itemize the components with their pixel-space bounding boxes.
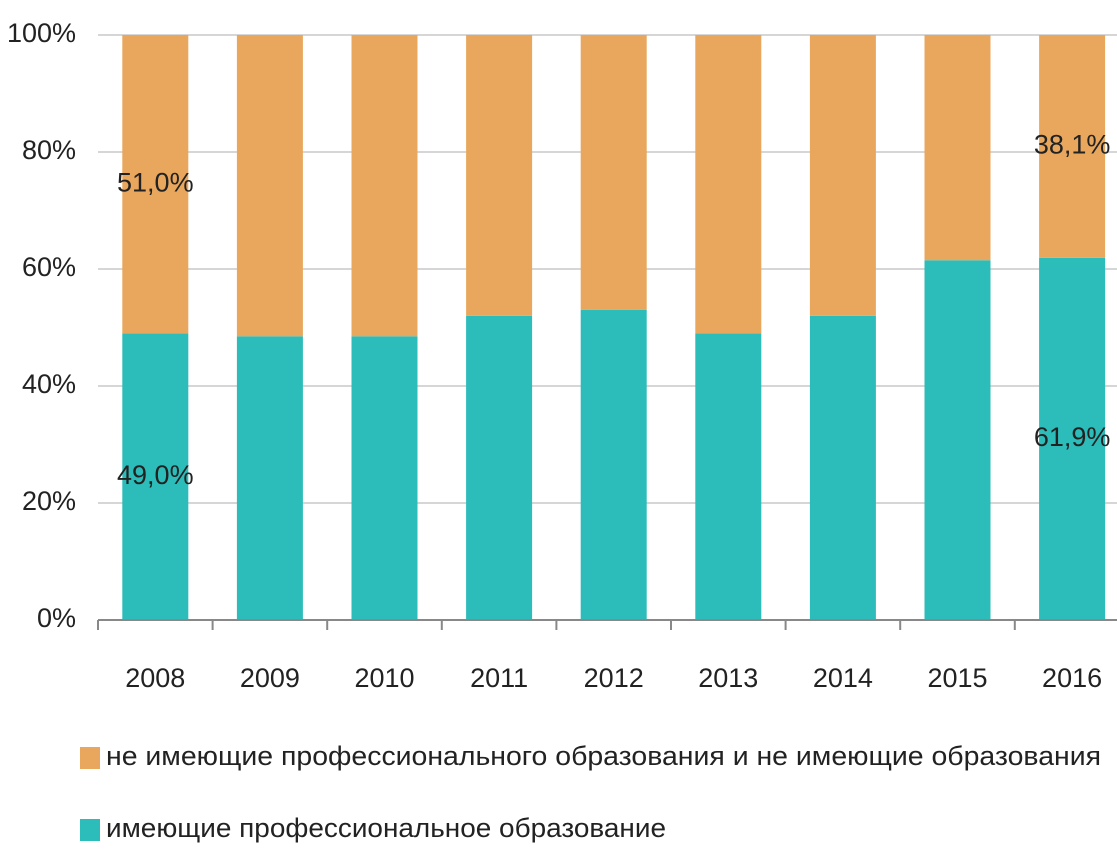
bar-segment <box>351 336 418 620</box>
bar-segment <box>924 35 991 261</box>
legend-swatch <box>80 747 100 769</box>
data-label: 38,1% <box>1034 130 1111 160</box>
x-tick-label: 2013 <box>698 663 758 693</box>
y-tick-label: 40% <box>22 369 76 399</box>
bar-segment <box>580 309 647 620</box>
bar-segment <box>1039 257 1106 620</box>
y-tick-label: 100% <box>7 18 76 48</box>
bar-segment <box>924 260 991 620</box>
bar-segment <box>809 35 876 316</box>
data-label: 61,9% <box>1034 422 1111 452</box>
y-tick-label: 80% <box>22 135 76 165</box>
bar-segment <box>236 35 303 337</box>
bar-segment <box>466 35 533 316</box>
bar-segment <box>809 315 876 620</box>
bar-segment <box>1039 35 1106 258</box>
legend-label: не имеющие профессионального образования… <box>106 741 1101 771</box>
bar-segment <box>122 333 189 620</box>
x-tick-label: 2016 <box>1042 663 1102 693</box>
x-tick-label: 2014 <box>813 663 873 693</box>
y-tick-label: 60% <box>22 252 76 282</box>
bar-segment <box>351 35 418 337</box>
y-tick-label: 0% <box>37 603 76 633</box>
bar-segment <box>695 35 762 334</box>
x-tick-label: 2011 <box>470 663 528 693</box>
x-tick-label: 2012 <box>584 663 644 693</box>
data-label: 51,0% <box>117 167 194 197</box>
y-tick-label: 20% <box>22 486 76 516</box>
bar-segment <box>122 35 189 334</box>
legend-label: имеющие профессиональное образование <box>106 813 666 843</box>
data-label: 49,0% <box>117 460 194 490</box>
legend-swatch <box>80 819 100 841</box>
x-tick-label: 2008 <box>125 663 185 693</box>
x-tick-label: 2009 <box>240 663 300 693</box>
x-tick-label: 2015 <box>927 663 987 693</box>
x-tick-label: 2010 <box>354 663 414 693</box>
bar-segment <box>236 336 303 620</box>
bar-segment <box>466 315 533 620</box>
bar-segment <box>695 333 762 620</box>
bar-segment <box>580 35 647 310</box>
